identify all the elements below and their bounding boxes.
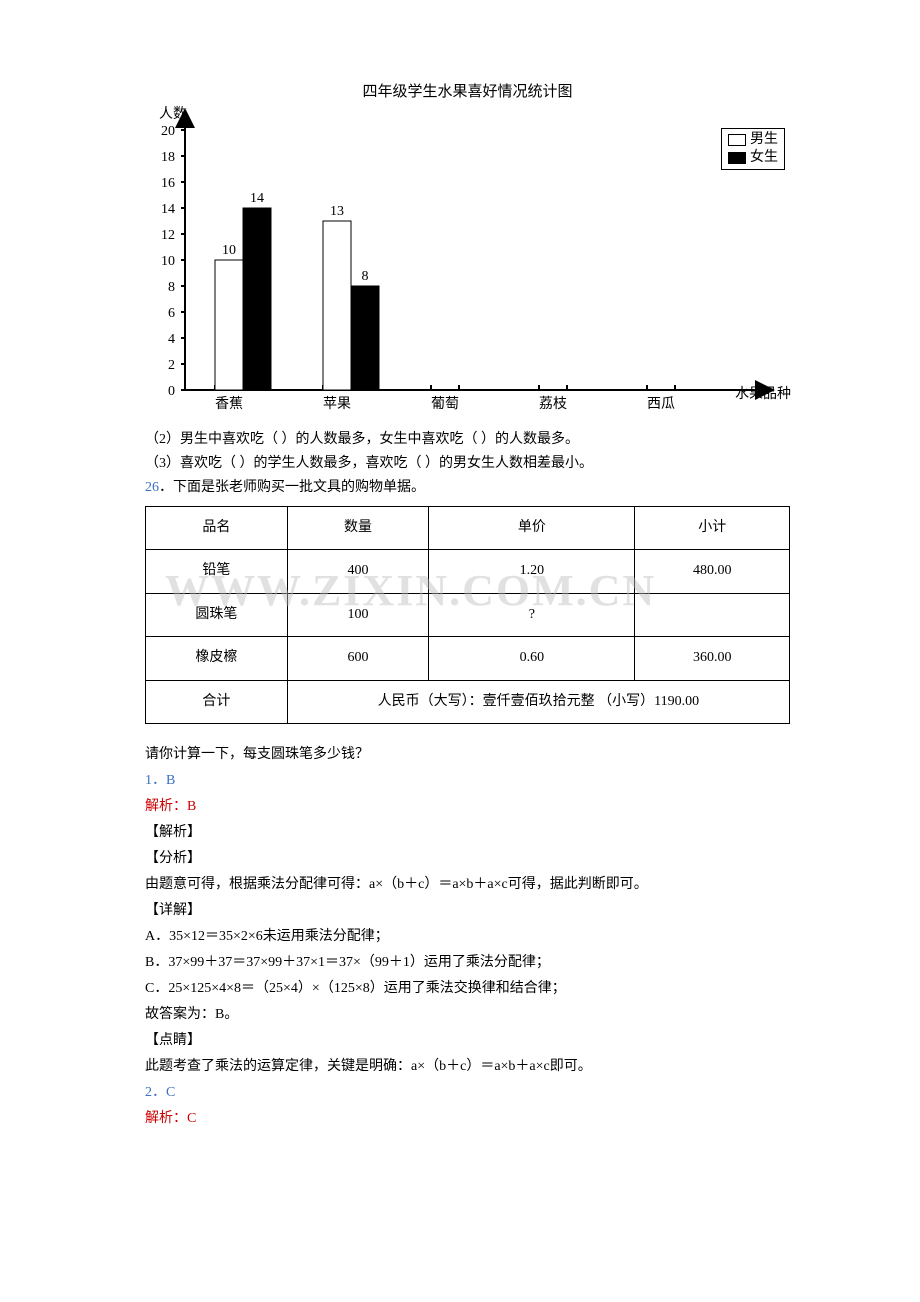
answer-1-ans: 故答案为：B。	[145, 1002, 790, 1028]
th-name: 品名	[146, 507, 288, 550]
order-table: 品名 数量 单价 小计 铅笔 400 1.20 480.00 圆珠笔 100 ?…	[145, 506, 790, 724]
svg-text:14: 14	[161, 202, 175, 217]
svg-text:8: 8	[168, 280, 175, 295]
legend-item-girls: 女生	[728, 149, 778, 167]
answer-1-h4: 【点睛】	[145, 1028, 790, 1054]
answer-1-label: 1．B	[145, 768, 790, 794]
svg-text:荔枝: 荔枝	[539, 396, 567, 412]
svg-text:4: 4	[168, 332, 175, 347]
answer-1-line1: 由题意可得，根据乘法分配律可得：a×（b＋c）＝a×b＋a×c可得，据此判断即可…	[145, 872, 790, 898]
legend-item-boys: 男生	[728, 131, 778, 149]
answer-2-label: 2．C	[145, 1080, 790, 1106]
svg-text:14: 14	[250, 191, 264, 206]
th-qty: 数量	[287, 507, 429, 550]
table-row: 圆珠笔 100 ?	[146, 593, 790, 636]
svg-text:2: 2	[168, 358, 175, 373]
svg-text:10: 10	[161, 254, 175, 269]
svg-text:18: 18	[161, 150, 175, 165]
footer-label: 合计	[146, 680, 288, 723]
prompt-text: 请你计算一下，每支圆珠笔多少钱？	[145, 742, 790, 768]
answer-1-redline: 解析：B	[145, 794, 790, 820]
legend-swatch-girls	[728, 152, 746, 164]
question-3: （3）喜欢吃（ ）的学生人数最多，喜欢吃（ ）的男女生人数相差最小。	[145, 452, 790, 476]
answer-1-h2: 【分析】	[145, 846, 790, 872]
svg-text:16: 16	[161, 176, 175, 191]
table-row: 橡皮檫 600 0.60 360.00	[146, 637, 790, 680]
legend-label-girls: 女生	[750, 149, 778, 167]
question-26: 26．下面是张老师购买一批文具的购物单据。	[145, 476, 790, 500]
svg-text:13: 13	[330, 204, 344, 219]
chart-container: 人数 水果品种 男生 女生 0 2 4 6 8 10 12	[145, 110, 785, 420]
th-price: 单价	[429, 507, 635, 550]
table-header-row: 品名 数量 单价 小计	[146, 507, 790, 550]
svg-text:西瓜: 西瓜	[647, 397, 675, 412]
answer-1-optC: C．25×125×4×8＝（25×4）×（125×8）运用了乘法交换律和结合律；	[145, 976, 790, 1002]
svg-text:葡萄: 葡萄	[431, 396, 459, 412]
y-axis-label: 人数	[159, 104, 187, 126]
question-26-text: ．下面是张老师购买一批文具的购物单据。	[159, 480, 425, 495]
x-axis-label: 水果品种	[735, 384, 791, 406]
svg-text:0: 0	[168, 384, 175, 399]
answer-2-redline: 解析：C	[145, 1106, 790, 1132]
answer-1-optB: B．37×99＋37＝37×99＋37×1＝37×（99＋1）运用了乘法分配律；	[145, 950, 790, 976]
question-number-26: 26	[145, 480, 159, 495]
answer-1-h1: 【解析】	[145, 820, 790, 846]
table-container: 品名 数量 单价 小计 铅笔 400 1.20 480.00 圆珠笔 100 ?…	[145, 506, 790, 724]
answer-1-h3: 【详解】	[145, 898, 790, 924]
table-row: 铅笔 400 1.20 480.00	[146, 550, 790, 593]
svg-text:8: 8	[362, 269, 369, 284]
chart-title: 四年级学生水果喜好情况统计图	[145, 80, 790, 104]
legend-swatch-boys	[728, 134, 746, 146]
chart-legend: 男生 女生	[721, 128, 785, 170]
svg-text:12: 12	[161, 228, 175, 243]
table-footer-row: 合计 人民币（大写）：壹仟壹佰玖拾元整 （小写）1190.00	[146, 680, 790, 723]
th-subtotal: 小计	[635, 507, 790, 550]
chart-svg: 0 2 4 6 8 10 12 14 16 18 20 香蕉	[145, 110, 785, 420]
y-ticks: 0 2 4 6 8 10 12 14 16 18 20	[161, 124, 185, 399]
svg-text:10: 10	[222, 243, 236, 258]
answer-1-note: 此题考查了乘法的运算定律，关键是明确：a×（b＋c）＝a×b＋a×c即可。	[145, 1054, 790, 1080]
svg-text:香蕉: 香蕉	[215, 396, 243, 412]
legend-label-boys: 男生	[750, 131, 778, 149]
svg-text:苹果: 苹果	[323, 396, 351, 412]
svg-text:6: 6	[168, 306, 175, 321]
footer-total: 人民币（大写）：壹仟壹佰玖拾元整 （小写）1190.00	[287, 680, 789, 723]
question-2: （2）男生中喜欢吃（ ）的人数最多，女生中喜欢吃（ ）的人数最多。	[145, 428, 790, 452]
answer-1-optA: A．35×12＝35×2×6未运用乘法分配律；	[145, 924, 790, 950]
